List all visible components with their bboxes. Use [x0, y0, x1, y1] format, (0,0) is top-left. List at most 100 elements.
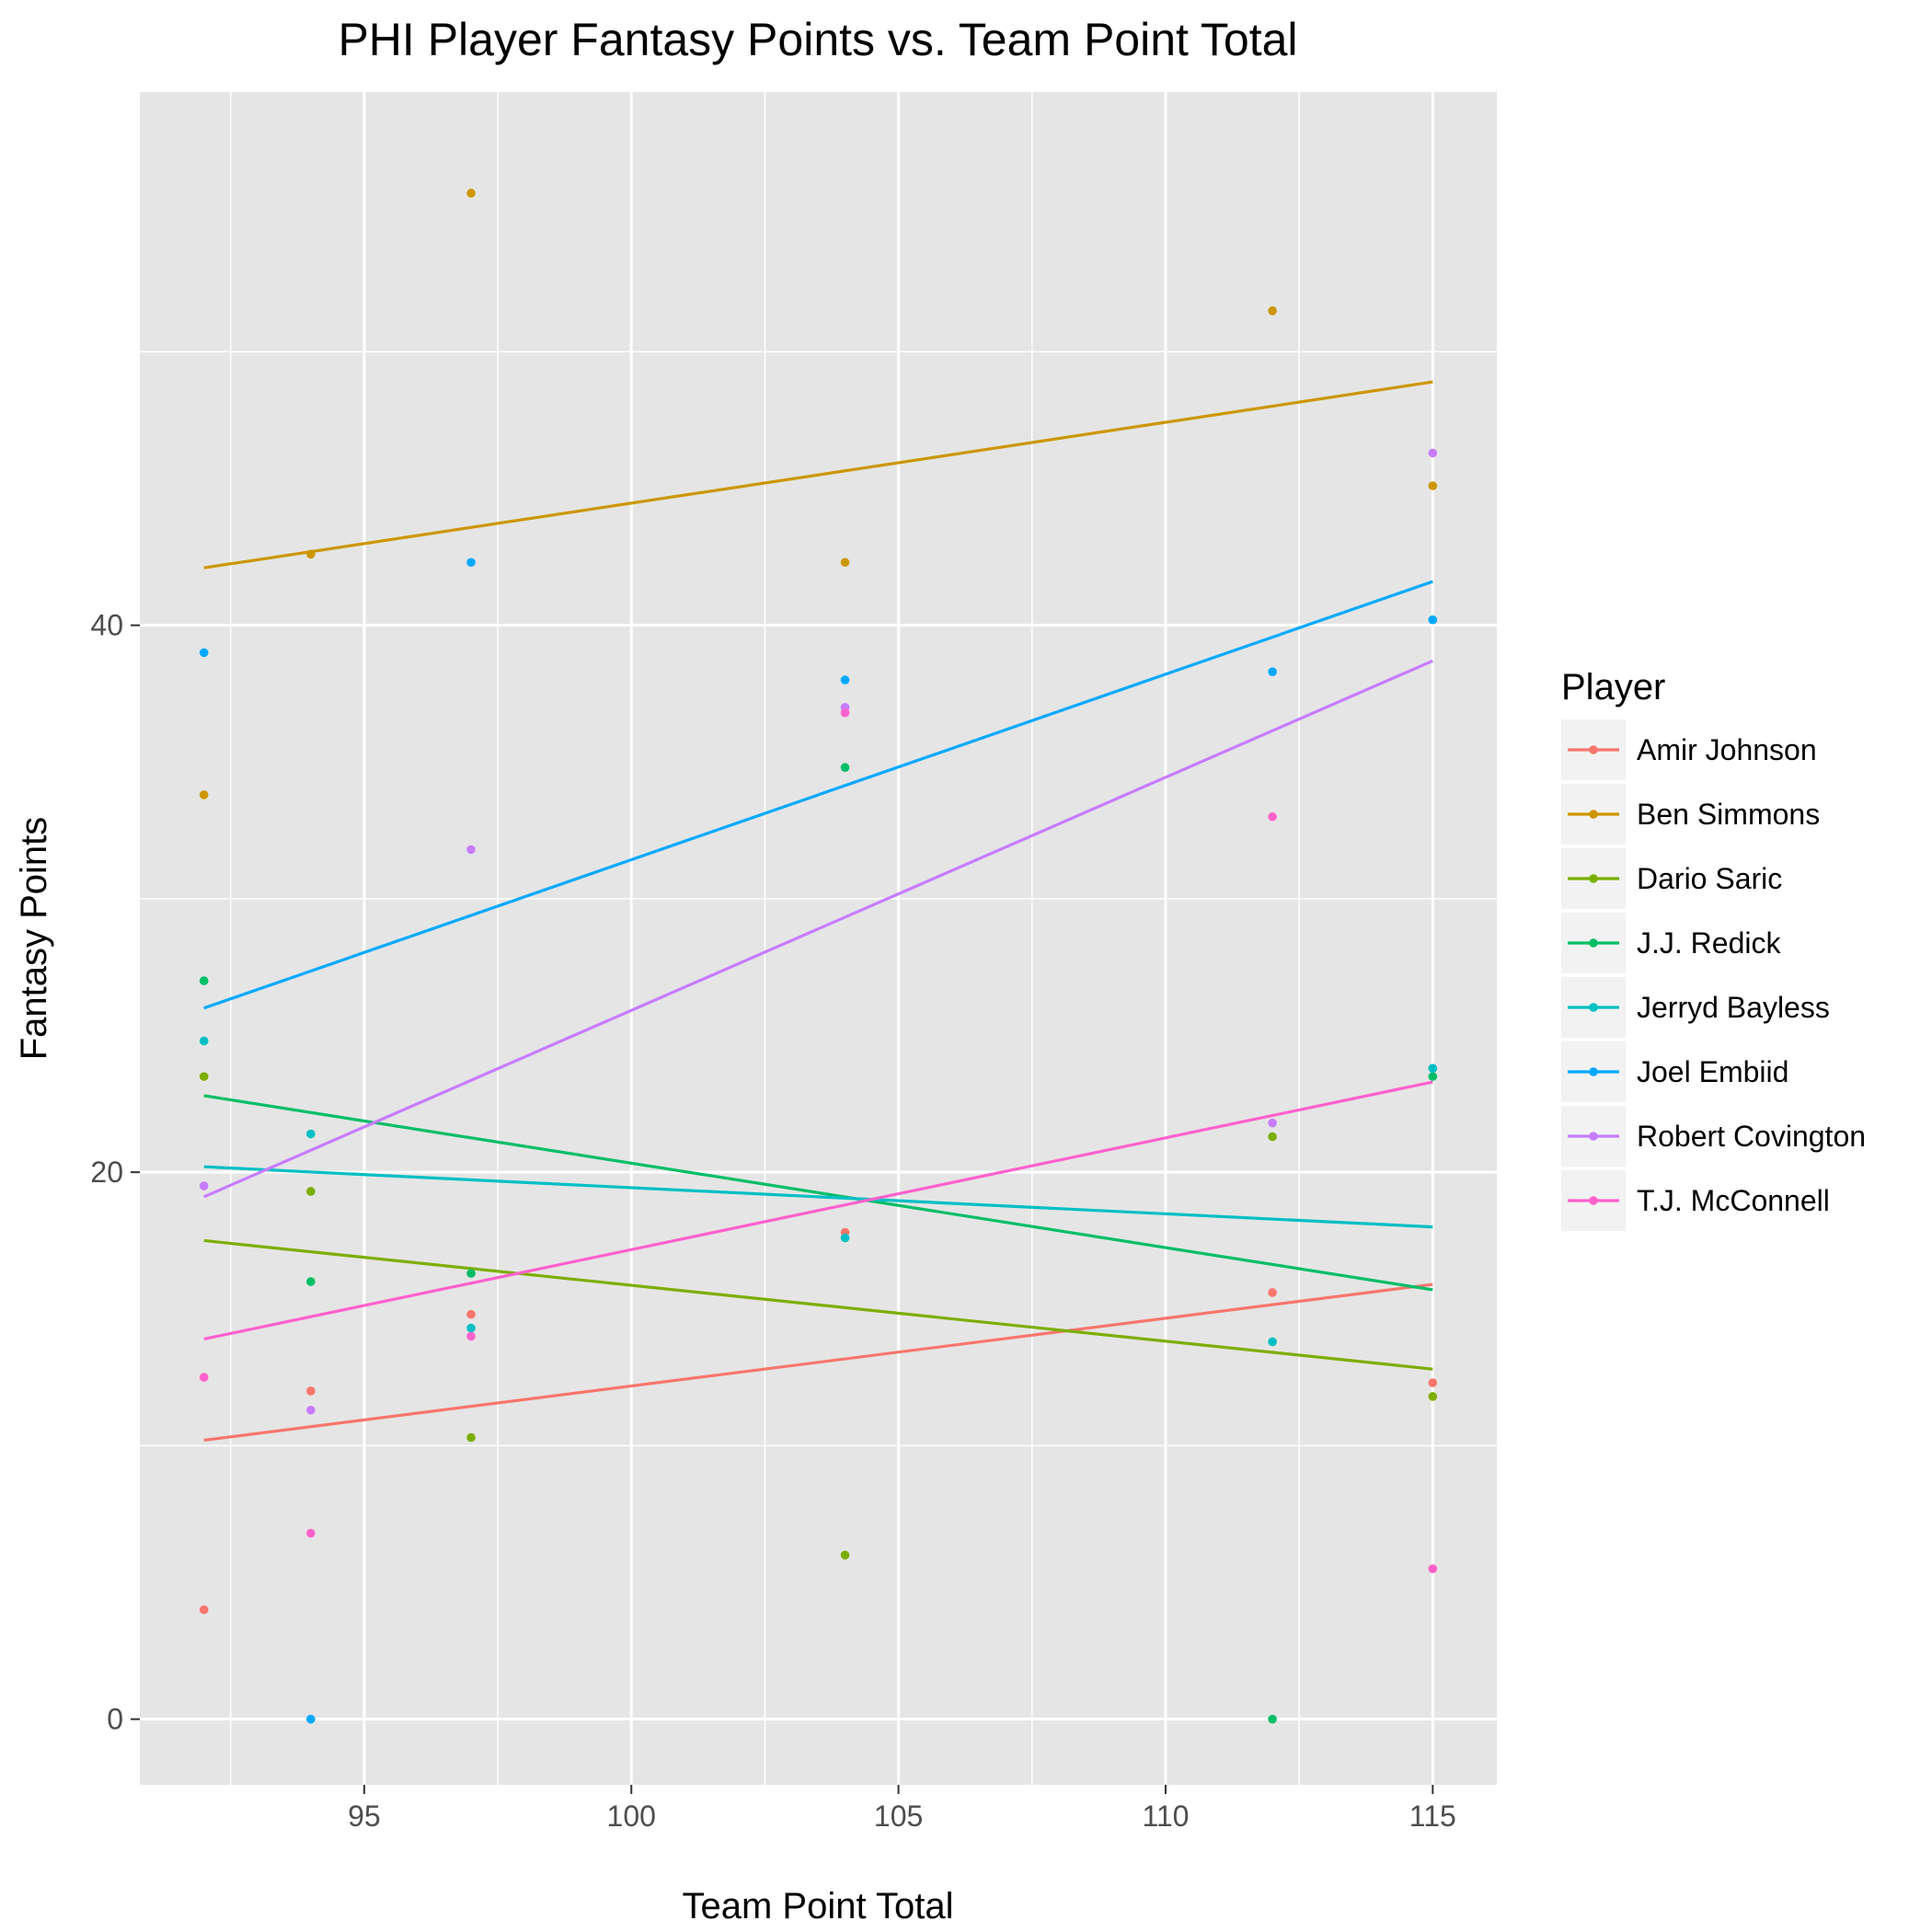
minor-gridlines — [140, 92, 1497, 1785]
data-point — [466, 1432, 476, 1443]
data-point — [1268, 1714, 1277, 1724]
legend-items: Amir Johnson Ben Simmons Dario Saric J.J. R… — [1561, 719, 1866, 1231]
y-axis-title: Fantasy Points — [14, 817, 54, 1061]
data-point — [840, 707, 850, 718]
legend-key-point — [1589, 745, 1598, 754]
y-axis: 0 20 40 — [90, 609, 140, 1736]
legend-label: T.J. McConnell — [1637, 1184, 1830, 1217]
trend-line-6 — [203, 659, 1433, 1199]
data-point — [1428, 448, 1438, 458]
legend-item: Joel Embiid — [1561, 1041, 1788, 1102]
data-point — [466, 1269, 476, 1278]
data-point — [199, 1373, 209, 1382]
data-point — [199, 976, 209, 985]
data-point — [840, 558, 850, 568]
legend-label: Dario Saric — [1637, 862, 1782, 895]
data-point — [1268, 1118, 1277, 1128]
legend-key-point — [1589, 1003, 1598, 1012]
trend-line-1 — [203, 380, 1433, 569]
data-point — [1268, 1132, 1277, 1142]
x-tick-label: 115 — [1409, 1800, 1456, 1833]
x-axis: 95 100 105 110 115 — [348, 1785, 1456, 1833]
legend-item: T.J. McConnell — [1561, 1170, 1830, 1231]
data-point — [199, 790, 209, 799]
legend-label: Amir Johnson — [1637, 733, 1817, 766]
data-point — [199, 1036, 209, 1046]
x-tick-label: 100 — [607, 1800, 656, 1833]
data-point — [306, 1714, 316, 1724]
data-point — [466, 558, 476, 568]
legend-key-point — [1589, 1132, 1598, 1141]
data-point — [1428, 1072, 1438, 1081]
plot-panel-background — [140, 92, 1497, 1785]
data-point — [1428, 1378, 1438, 1387]
legend-title: Player — [1561, 667, 1665, 707]
data-point — [306, 1187, 316, 1196]
data-point — [466, 845, 476, 855]
x-tick-label: 105 — [874, 1800, 923, 1833]
legend-key-point — [1589, 938, 1598, 948]
data-point — [1268, 306, 1277, 316]
data-point — [840, 1233, 850, 1243]
data-point — [199, 1604, 209, 1615]
data-point — [466, 1309, 476, 1319]
legend-item: Dario Saric — [1561, 848, 1782, 909]
trend-line-2 — [203, 1238, 1433, 1371]
data-point — [466, 189, 476, 198]
data-point — [199, 1181, 209, 1190]
data-point — [1268, 811, 1277, 822]
legend-label: Jerryd Bayless — [1637, 991, 1830, 1024]
data-point — [1428, 481, 1438, 490]
data-point — [1268, 1337, 1277, 1347]
data-point — [1268, 667, 1277, 676]
y-tick-label: 40 — [90, 609, 123, 642]
legend-item: Robert Covington — [1561, 1106, 1866, 1167]
data-point — [1268, 1288, 1277, 1297]
x-tick-label: 95 — [348, 1800, 381, 1833]
trend-line-5 — [203, 580, 1433, 1010]
data-point — [306, 1528, 316, 1538]
trend-line-7 — [203, 1080, 1433, 1341]
legend-label: Ben Simmons — [1637, 798, 1820, 831]
legend-item: Jerryd Bayless — [1561, 977, 1830, 1038]
data-point — [1428, 1392, 1438, 1401]
legend: Player Amir Johnson Ben Simmons Dario Sari… — [1561, 667, 1866, 1231]
legend-item: Amir Johnson — [1561, 719, 1817, 780]
data-point — [1428, 615, 1438, 625]
data-point — [306, 1129, 316, 1139]
trend-line-3 — [203, 1094, 1433, 1292]
legend-item: Ben Simmons — [1561, 784, 1820, 845]
legend-label: Robert Covington — [1637, 1120, 1866, 1153]
data-point — [1428, 1064, 1438, 1073]
data-point — [840, 763, 850, 773]
legend-label: Joel Embiid — [1637, 1055, 1788, 1088]
trend-line-0 — [203, 1282, 1433, 1443]
data-point — [306, 1277, 316, 1286]
data-point — [840, 1550, 850, 1560]
chart-title: PHI Player Fantasy Points vs. Team Point… — [338, 14, 1297, 65]
x-tick-label: 110 — [1142, 1800, 1189, 1833]
data-point — [306, 1386, 316, 1396]
trend-lines — [203, 380, 1433, 1443]
legend-key-point — [1589, 1196, 1598, 1205]
data-point — [306, 549, 316, 559]
legend-label: J.J. Redick — [1637, 926, 1781, 960]
legend-item: J.J. Redick — [1561, 913, 1781, 973]
y-tick-label: 20 — [90, 1156, 123, 1189]
x-axis-title: Team Point Total — [683, 1886, 954, 1926]
trend-line-4 — [203, 1165, 1433, 1229]
data-point — [199, 648, 209, 658]
y-tick-label: 0 — [107, 1703, 123, 1736]
data-point — [466, 1323, 476, 1333]
data-point — [199, 1072, 209, 1081]
legend-key-point — [1589, 810, 1598, 819]
data-point — [1428, 1564, 1438, 1573]
data-point — [840, 675, 850, 684]
legend-key-point — [1589, 1067, 1598, 1076]
legend-key-point — [1589, 874, 1598, 883]
data-points — [199, 189, 1438, 1724]
data-point — [306, 1405, 316, 1415]
data-point — [466, 1331, 476, 1341]
